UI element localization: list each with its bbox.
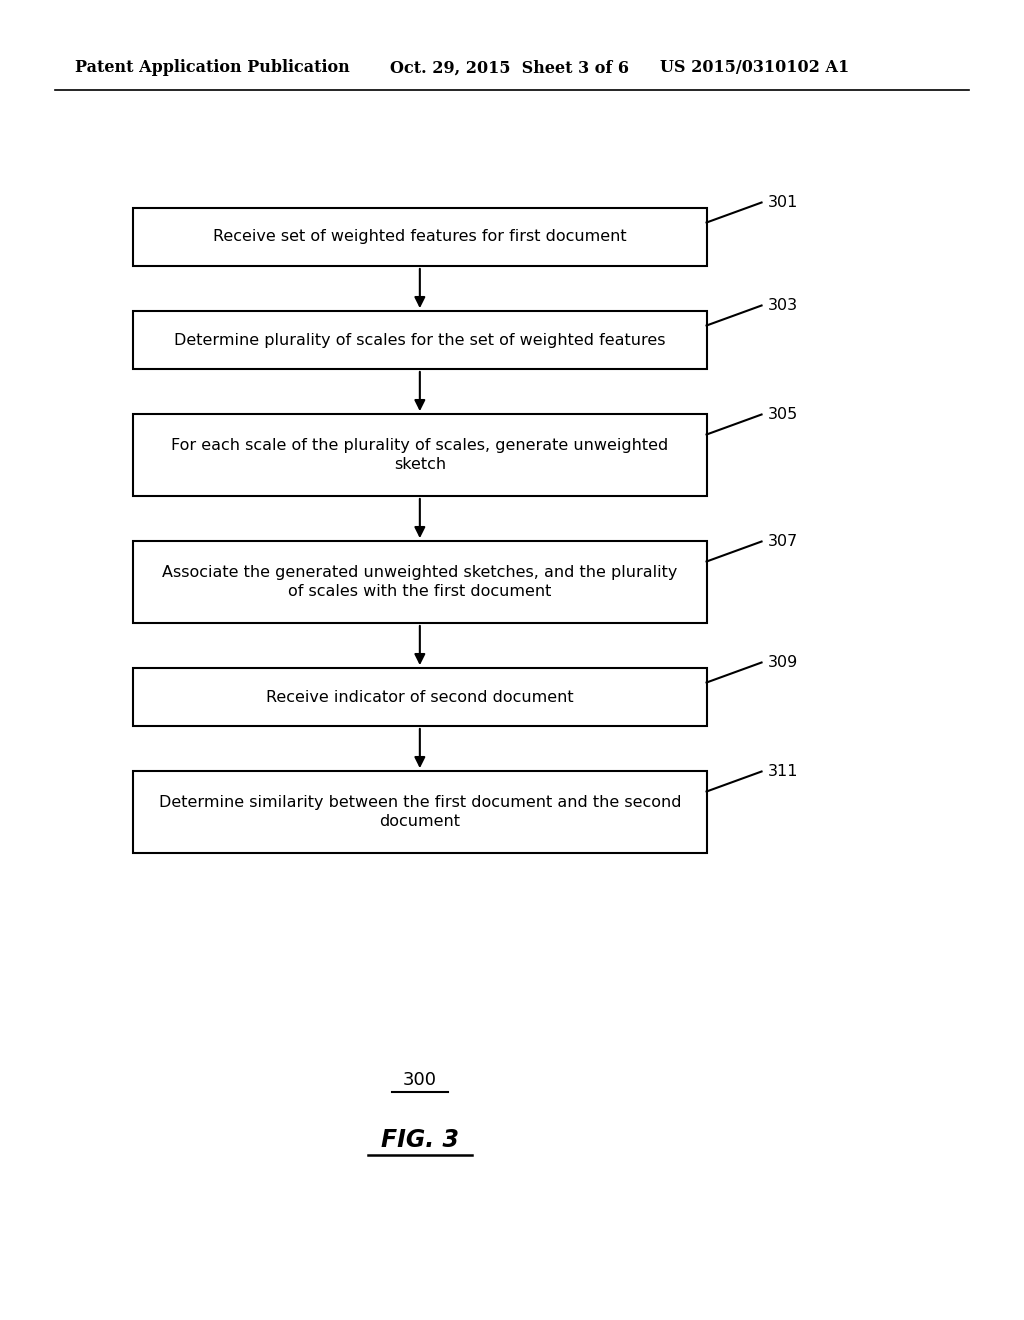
Text: 300: 300 xyxy=(402,1071,437,1089)
Text: 301: 301 xyxy=(768,195,798,210)
Text: Determine similarity between the first document and the second
document: Determine similarity between the first d… xyxy=(159,795,681,829)
Bar xyxy=(133,771,707,853)
Text: 305: 305 xyxy=(768,407,798,422)
Bar xyxy=(133,312,707,370)
Text: Associate the generated unweighted sketches, and the plurality
of scales with th: Associate the generated unweighted sketc… xyxy=(162,565,678,599)
Text: FIG. 3: FIG. 3 xyxy=(381,1129,459,1152)
Text: Receive set of weighted features for first document: Receive set of weighted features for fir… xyxy=(213,230,627,244)
Text: 309: 309 xyxy=(768,655,798,671)
Text: 307: 307 xyxy=(768,535,798,549)
Bar xyxy=(133,414,707,496)
Text: 303: 303 xyxy=(768,298,798,313)
Text: US 2015/0310102 A1: US 2015/0310102 A1 xyxy=(660,59,849,77)
Text: Receive indicator of second document: Receive indicator of second document xyxy=(266,689,573,705)
Text: Determine plurality of scales for the set of weighted features: Determine plurality of scales for the se… xyxy=(174,333,666,347)
Text: Oct. 29, 2015  Sheet 3 of 6: Oct. 29, 2015 Sheet 3 of 6 xyxy=(390,59,629,77)
Bar xyxy=(133,668,707,726)
Text: 311: 311 xyxy=(768,764,798,779)
Bar xyxy=(133,209,707,267)
Text: Patent Application Publication: Patent Application Publication xyxy=(75,59,350,77)
Bar xyxy=(133,541,707,623)
Text: For each scale of the plurality of scales, generate unweighted
sketch: For each scale of the plurality of scale… xyxy=(171,438,669,473)
